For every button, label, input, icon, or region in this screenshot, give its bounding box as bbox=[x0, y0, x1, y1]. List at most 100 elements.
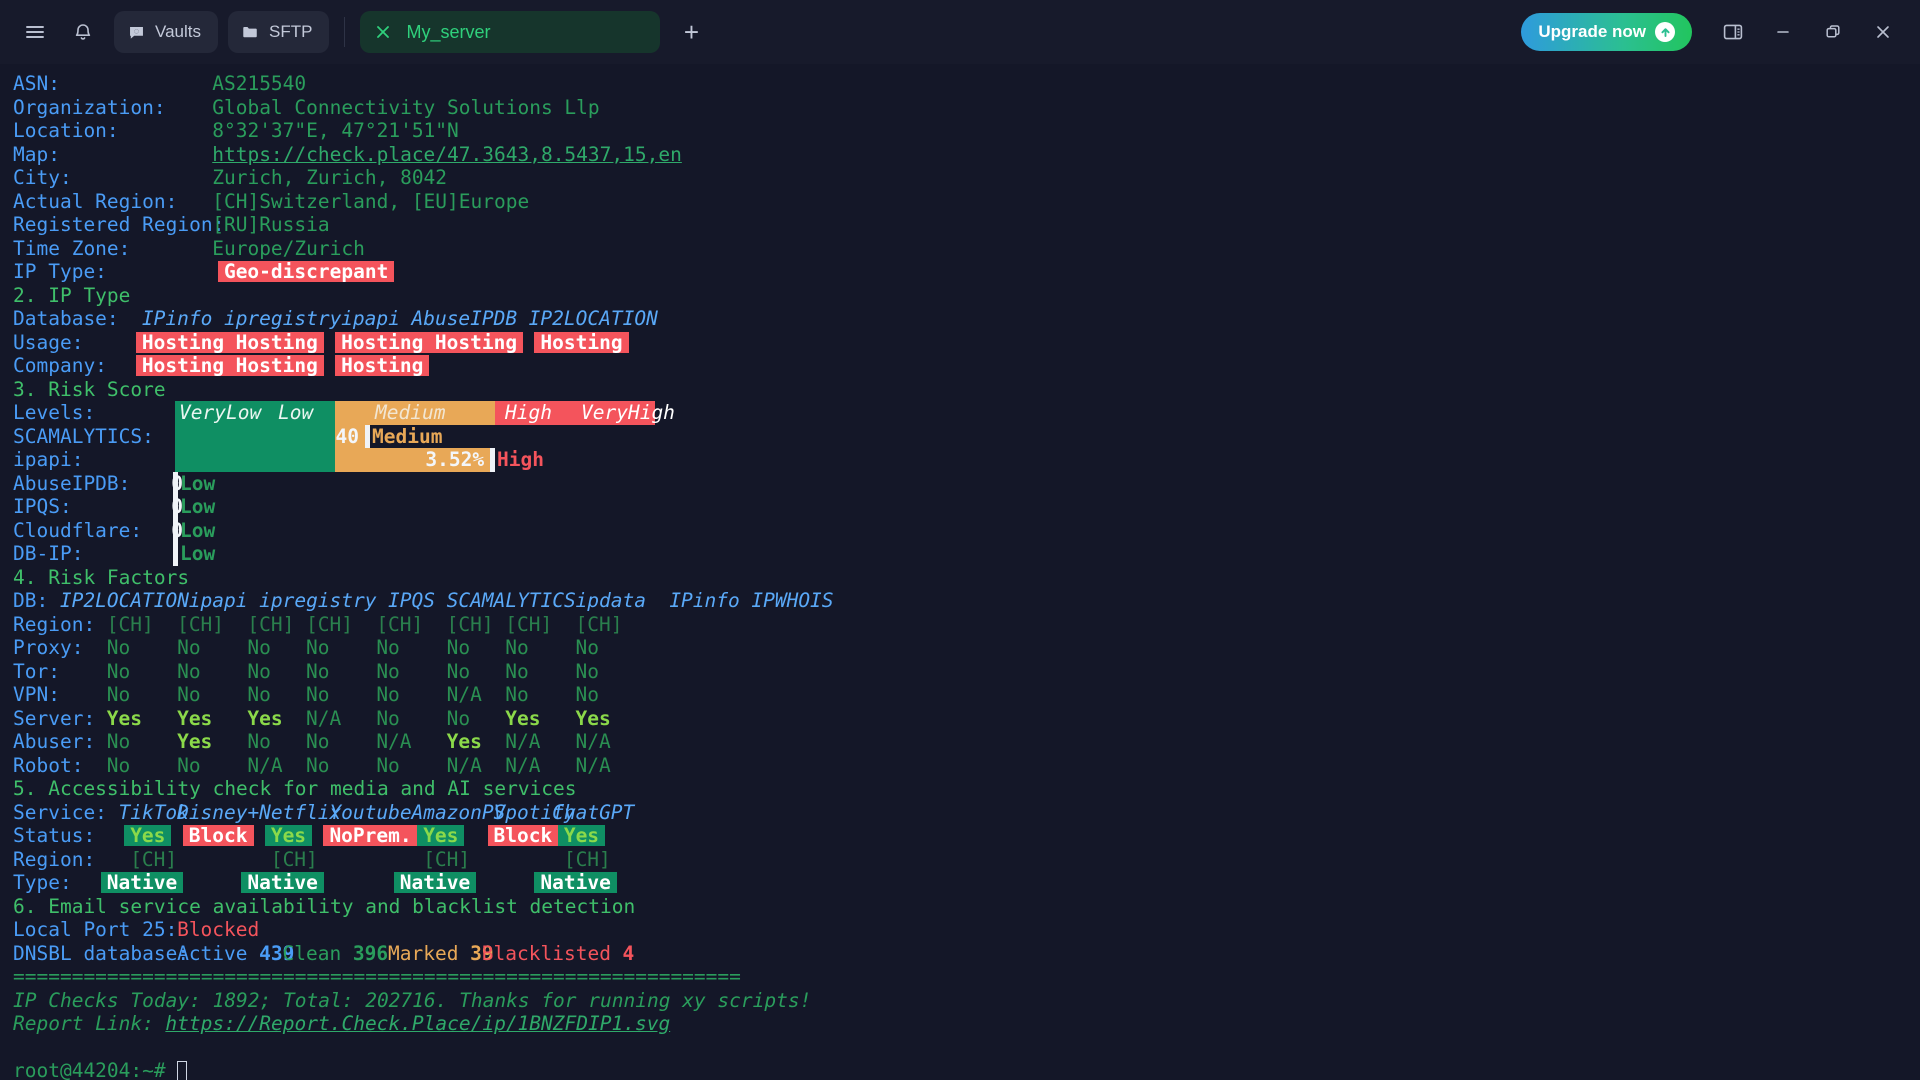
dnsbl-name: Marked bbox=[388, 941, 459, 965]
maximize-restore-button[interactable] bbox=[1810, 9, 1856, 55]
risk-factor-value: N/A bbox=[306, 706, 342, 730]
vaults-label: Vaults bbox=[155, 22, 201, 41]
service-status-badge: Block bbox=[487, 825, 559, 846]
db-header: IPinfo bbox=[141, 307, 213, 330]
minimize-button[interactable] bbox=[1760, 9, 1806, 55]
risk-source-label: ipapi: bbox=[13, 448, 84, 471]
risk-db-header: ipdata bbox=[575, 589, 646, 612]
risk-factor-value: N/A bbox=[376, 730, 412, 753]
service-region-value: [CH] bbox=[270, 847, 318, 871]
risk-factor-value: No bbox=[376, 636, 400, 659]
close-window-button[interactable] bbox=[1860, 9, 1906, 55]
dnsbl-count: 396 bbox=[352, 941, 389, 965]
tab-my-server[interactable]: My_server bbox=[360, 11, 661, 53]
risk-factor-value: No bbox=[177, 636, 201, 659]
risk-factor-value: Yes bbox=[575, 706, 611, 730]
sftp-button[interactable]: SFTP bbox=[228, 11, 330, 53]
overview-value: Zurich, Zurich, 8042 bbox=[212, 166, 448, 189]
risk-factor-value: No bbox=[505, 659, 529, 683]
toggle-sidebar-icon[interactable] bbox=[1710, 9, 1756, 55]
overview-label: Time Zone: bbox=[13, 236, 131, 260]
risk-factor-value: No bbox=[575, 636, 600, 659]
risk-bar-fill bbox=[175, 448, 335, 472]
service-header: Spotify bbox=[493, 800, 576, 824]
bell-icon[interactable] bbox=[62, 11, 104, 53]
service-type-badge: Native bbox=[534, 872, 617, 893]
risk-factor-value: No bbox=[376, 706, 400, 730]
risk-factor-value: [CH] bbox=[177, 612, 225, 636]
risk-level-value: Low bbox=[180, 471, 216, 495]
risk-factor-value: No bbox=[575, 683, 600, 706]
risk-score-value: 3.52% bbox=[425, 448, 485, 471]
risk-band-medium bbox=[335, 401, 495, 425]
risk-factor-value: No bbox=[306, 683, 330, 706]
risk-factor-value: No bbox=[106, 753, 131, 777]
overview-value: Europe/Zurich bbox=[212, 236, 365, 260]
footer-stats: IP Checks Today: 1892; Total: 202716. Th… bbox=[13, 988, 812, 1012]
db-header: AbuseIPDB bbox=[411, 307, 518, 330]
risk-source-label: Cloudflare: bbox=[13, 518, 143, 542]
risk-factor-value: No bbox=[306, 659, 330, 683]
risk-factor-value: No bbox=[247, 683, 271, 706]
terminal-output[interactable]: ASN: AS215540 Organization: Global Connecti… bbox=[0, 64, 1920, 1080]
map-link[interactable]: https://check.place/47.3643,8.5437,15,en bbox=[212, 142, 682, 166]
toolbar-divider bbox=[344, 17, 346, 47]
section-6-heading: 6. Email service availability and blackl… bbox=[13, 894, 636, 918]
risk-db-header: SCAMALYTICS bbox=[446, 589, 576, 612]
db-header: ipapi bbox=[341, 307, 400, 330]
risk-factor-value: No bbox=[106, 636, 131, 659]
usage-badge: Hosting bbox=[229, 331, 324, 353]
dnsbl-count: 4 bbox=[622, 941, 635, 965]
risk-marker bbox=[173, 471, 178, 495]
ip-type-badge: Geo-discrepant bbox=[217, 261, 395, 282]
service-status-badge: NoPrem. bbox=[323, 825, 418, 846]
risk-factor-label: VPN: bbox=[13, 683, 60, 706]
risk-band-high bbox=[495, 401, 655, 425]
tab-strip: My_server + bbox=[360, 11, 708, 53]
risk-factor-value: No bbox=[306, 636, 330, 659]
local-port-value: Blocked bbox=[177, 918, 260, 941]
service-header: Netflix bbox=[259, 800, 342, 824]
risk-factor-value: [CH] bbox=[306, 612, 353, 636]
service-type-badge: Native bbox=[241, 872, 324, 893]
dnsbl-name: Clean bbox=[282, 941, 342, 965]
risk-factor-value: N/A bbox=[575, 730, 611, 753]
dnsbl-label: DNSBL database: bbox=[13, 941, 190, 965]
risk-bar-fill bbox=[175, 424, 335, 448]
usage-label: Usage: bbox=[13, 330, 84, 354]
risk-source-label: AbuseIPDB: bbox=[13, 471, 131, 495]
risk-factor-label: Region: bbox=[13, 612, 96, 636]
new-tab-button[interactable]: + bbox=[683, 16, 700, 47]
risk-factor-value: No bbox=[247, 730, 271, 753]
risk-factor-value: N/A bbox=[505, 753, 541, 777]
service-region-value: [CH] bbox=[423, 847, 471, 871]
overview-label: Map: bbox=[13, 142, 60, 166]
overview-value: [RU]Russia bbox=[212, 213, 330, 236]
risk-factor-value: [CH] bbox=[505, 612, 553, 636]
risk-factor-value: [CH] bbox=[575, 612, 623, 636]
terminal-cursor bbox=[177, 1061, 188, 1080]
risk-db-header: IPQS bbox=[388, 589, 435, 612]
risk-marker bbox=[365, 424, 370, 448]
status-label: Status: bbox=[13, 824, 96, 847]
section-2-heading: 2. IP Type bbox=[13, 283, 131, 307]
risk-factor-value: Yes bbox=[177, 730, 213, 753]
close-icon[interactable] bbox=[374, 23, 392, 41]
vaults-button[interactable]: Vaults bbox=[114, 11, 218, 53]
risk-marker bbox=[490, 448, 495, 472]
service-status-badge: Yes bbox=[417, 825, 465, 846]
risk-factor-value: Yes bbox=[446, 730, 482, 753]
report-link-url[interactable]: https://Report.Check.Place/ip/1BNZFDIP1.… bbox=[165, 1012, 671, 1035]
risk-level-label: VeryHigh bbox=[581, 401, 675, 424]
risk-factor-value: No bbox=[306, 730, 330, 753]
section-5-heading: 5. Accessibility check for media and AI … bbox=[13, 777, 577, 800]
risk-level-value: High bbox=[497, 448, 544, 471]
local-port-label: Local Port 25: bbox=[13, 918, 178, 941]
risk-db-header: ipapi bbox=[188, 589, 248, 612]
upgrade-now-button[interactable]: Upgrade now bbox=[1521, 13, 1692, 51]
hamburger-menu-icon[interactable] bbox=[14, 11, 56, 53]
db-header: IP2LOCATION bbox=[528, 307, 658, 330]
service-region-value: [CH] bbox=[563, 847, 611, 871]
risk-factor-value: N/A bbox=[575, 753, 611, 777]
overview-label: City: bbox=[13, 166, 72, 189]
